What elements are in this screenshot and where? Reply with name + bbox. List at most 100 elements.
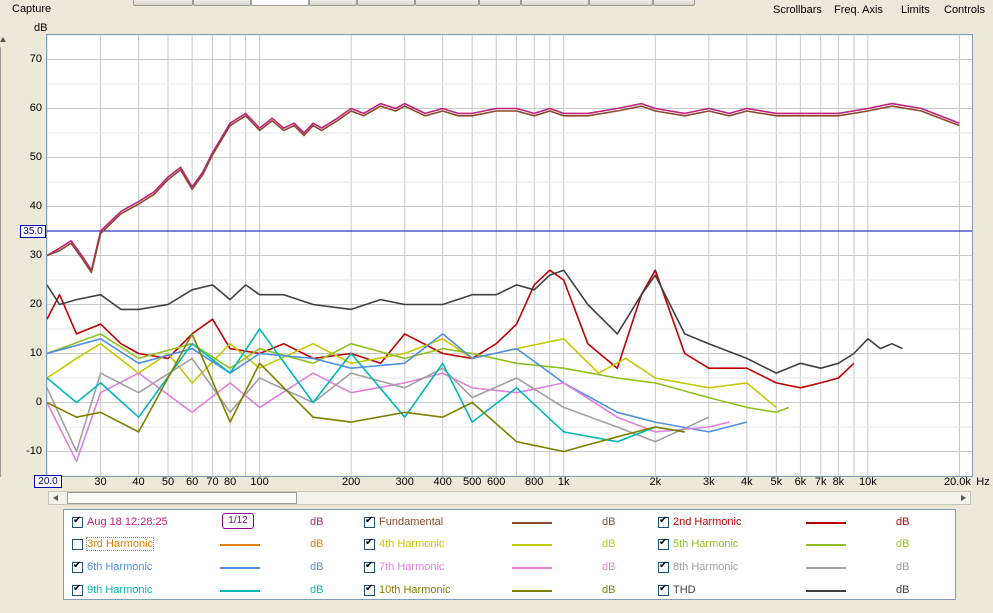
legend-name-4th-harmonic[interactable]: 4th Harmonic (379, 538, 445, 550)
legend-unit-6th-harmonic: dB (310, 561, 324, 573)
series-line-10th-harmonic (47, 333, 685, 453)
plot-area[interactable] (46, 34, 973, 477)
y-tick-label: 20 (29, 297, 42, 310)
x-tick-label: 2k (649, 476, 662, 488)
y-tick-label: 10 (29, 346, 42, 359)
legend-name-2nd-harmonic[interactable]: 2nd Harmonic (673, 516, 742, 528)
horizontal-scrollbar[interactable] (48, 491, 971, 505)
checkbox-aug-18-12-28-25[interactable] (72, 515, 83, 528)
legend-swatch-thd (806, 590, 846, 592)
legend-unit-10th-harmonic: dB (602, 584, 616, 596)
legend-unit-5th-harmonic: dB (896, 538, 910, 550)
x-tick-label: 50 (161, 476, 175, 488)
checkbox-6th-harmonic[interactable] (72, 560, 83, 573)
legend-name-9th-harmonic[interactable]: 9th Harmonic (87, 584, 153, 596)
x-tick-label: 500 (462, 476, 482, 488)
legend-unit-thd: dB (896, 584, 910, 596)
legend-name-aug-18-12-28-25[interactable]: Aug 18 12:28:25 (87, 516, 168, 528)
menu-controls[interactable]: Controls (944, 4, 985, 16)
scroll-left-icon[interactable] (53, 495, 58, 501)
checkbox-3rd-harmonic[interactable] (72, 539, 83, 550)
menu-scrollbars[interactable]: Scrollbars (773, 4, 822, 16)
menu-limits[interactable]: Limits (901, 4, 930, 16)
legend-swatch-10th-harmonic (512, 590, 552, 592)
scroll-right-icon[interactable] (961, 495, 966, 501)
vertical-scroll-thumb[interactable] (0, 47, 7, 477)
legend-name-3rd-harmonic[interactable]: 3rd Harmonic (85, 537, 155, 551)
checkbox-4th-harmonic[interactable] (364, 537, 375, 550)
legend-swatch-3rd-harmonic (220, 544, 260, 546)
y-tick-label: 70 (29, 52, 42, 65)
x-tick-label: 8k (832, 476, 845, 488)
y-tick-label: 60 (29, 101, 42, 114)
series-line-5th-harmonic (47, 333, 790, 414)
series-line-9th-harmonic (47, 328, 685, 443)
x-tick-label: 10k (858, 476, 877, 488)
x-min-label[interactable]: 20.0 (34, 475, 62, 488)
checkbox-5th-harmonic[interactable] (658, 537, 669, 550)
tab-button-10[interactable] (653, 0, 695, 6)
smoothing-badge[interactable]: 1/12 (222, 513, 254, 529)
legend-name-fundamental[interactable]: Fundamental (379, 516, 444, 528)
legend-name-6th-harmonic[interactable]: 6th Harmonic (87, 561, 153, 573)
legend-unit-8th-harmonic: dB (896, 561, 910, 573)
tab-button-5[interactable] (357, 0, 415, 6)
series-line-thd (47, 269, 903, 374)
vertical-scrollbar[interactable] (0, 37, 10, 487)
legend-name-10th-harmonic[interactable]: 10th Harmonic (379, 584, 451, 596)
legend-unit-fundamental: dB (602, 516, 616, 528)
series-line-fundamental (47, 105, 960, 274)
legend-swatch-2nd-harmonic (806, 522, 846, 524)
checkbox-9th-harmonic[interactable] (72, 583, 83, 596)
chart-svg (47, 35, 972, 476)
x-tick-label: 40 (132, 476, 145, 488)
series-line-4th-harmonic (47, 337, 777, 409)
tab-button-9[interactable] (589, 0, 653, 6)
tab-button-7[interactable] (479, 0, 521, 6)
checkbox-7th-harmonic[interactable] (364, 560, 375, 573)
legend-name-8th-harmonic[interactable]: 8th Harmonic (673, 561, 739, 573)
x-tick-label: 5k (770, 476, 783, 488)
x-tick-label: 200 (341, 476, 361, 488)
checkbox-fundamental[interactable] (364, 515, 375, 528)
x-tick-label: 600 (487, 476, 506, 488)
legend-swatch-6th-harmonic (220, 567, 260, 569)
checkbox-2nd-harmonic[interactable] (658, 515, 669, 528)
x-unit-label: Hz (976, 476, 990, 488)
horizontal-scroll-thumb[interactable] (67, 492, 297, 504)
top-tab-strip (133, 0, 695, 6)
menu-freq-axis[interactable]: Freq. Axis (834, 4, 883, 16)
legend-unit-aug-18-12-28-25: dB (310, 516, 324, 528)
legend-swatch-5th-harmonic (806, 544, 846, 546)
y-tick-label: 40 (29, 199, 42, 212)
x-tick-label: 4k (741, 476, 753, 488)
legend-swatch-9th-harmonic (220, 590, 260, 592)
tab-button-8[interactable] (521, 0, 589, 6)
legend-unit-9th-harmonic: dB (310, 584, 324, 596)
y-limit-label[interactable]: 35.0 (20, 225, 46, 238)
series-line-6th-harmonic (47, 333, 747, 433)
series-line-aug-18-12-28-25 (47, 102, 960, 271)
y-tick-label: -10 (26, 444, 42, 457)
trace-legend: Aug 18 12:28:25 dB Fundamental dB 2nd Harmon… (63, 509, 956, 600)
tab-button-6[interactable] (415, 0, 479, 6)
legend-name-5th-harmonic[interactable]: 5th Harmonic (673, 538, 739, 550)
legend-unit-4th-harmonic: dB (602, 538, 616, 550)
checkbox-8th-harmonic[interactable] (658, 560, 669, 573)
capture-label: Capture (12, 3, 52, 15)
x-tick-label: 100 (250, 476, 269, 488)
tab-button-2[interactable] (193, 0, 251, 6)
x-tick-label: 3k (703, 476, 715, 488)
checkbox-thd[interactable] (658, 583, 669, 596)
tab-button-1[interactable] (133, 0, 193, 6)
tab-button-3[interactable] (251, 0, 309, 6)
legend-unit-2nd-harmonic: dB (896, 516, 910, 528)
legend-name-7th-harmonic[interactable]: 7th Harmonic (379, 561, 445, 573)
x-tick-label: 70 (206, 476, 219, 488)
x-tick-label: 80 (223, 476, 237, 488)
tab-button-4[interactable] (309, 0, 357, 6)
scroll-up-icon[interactable] (0, 37, 6, 42)
legend-name-thd[interactable]: THD (673, 584, 696, 596)
checkbox-10th-harmonic[interactable] (364, 583, 375, 596)
legend-swatch-4th-harmonic (512, 544, 552, 546)
